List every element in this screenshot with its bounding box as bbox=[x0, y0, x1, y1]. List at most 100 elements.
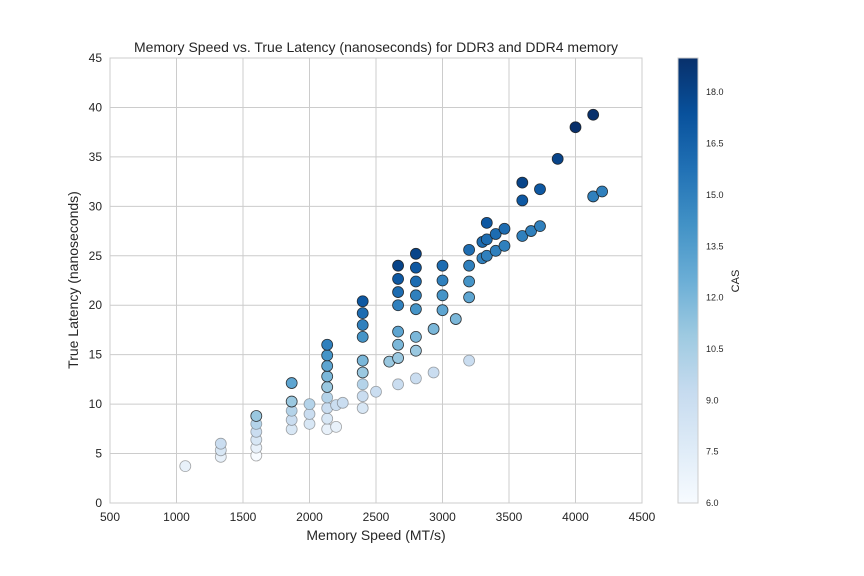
data-point bbox=[321, 381, 334, 393]
y-tick-label: 25 bbox=[89, 249, 103, 263]
data-point bbox=[427, 366, 440, 379]
data-point bbox=[596, 185, 608, 198]
data-point bbox=[321, 338, 334, 351]
data-point bbox=[303, 408, 316, 420]
data-point bbox=[587, 108, 600, 121]
data-point bbox=[303, 398, 316, 411]
data-point bbox=[356, 354, 369, 367]
data-point bbox=[551, 152, 564, 165]
data-point bbox=[392, 299, 404, 312]
x-tick-label: 500 bbox=[100, 510, 120, 524]
data-point bbox=[392, 286, 404, 298]
y-tick-label: 20 bbox=[89, 298, 103, 312]
data-point bbox=[303, 417, 316, 430]
y-tick-label: 40 bbox=[89, 100, 103, 114]
data-point bbox=[330, 420, 343, 433]
y-tick-label: 35 bbox=[89, 150, 103, 164]
data-point bbox=[587, 190, 600, 203]
data-point bbox=[409, 303, 422, 316]
x-tick-label: 1500 bbox=[230, 510, 257, 524]
data-point bbox=[392, 325, 404, 338]
colorbar-tick-label: 6.0 bbox=[706, 498, 719, 508]
data-point bbox=[392, 273, 404, 285]
data-point bbox=[449, 313, 462, 325]
data-point bbox=[463, 291, 476, 304]
colorbar-tick-label: 9.0 bbox=[706, 395, 719, 405]
data-point bbox=[498, 239, 511, 252]
colorbar-tick-label: 10.5 bbox=[706, 344, 724, 354]
x-tick-label: 2500 bbox=[363, 510, 390, 524]
y-axis-ticks: 0 5 10 15 20 25 30 35 40 45 bbox=[89, 51, 103, 510]
colorbar-tick-label: 18.0 bbox=[706, 87, 724, 97]
data-point bbox=[409, 372, 422, 385]
data-point bbox=[214, 437, 227, 450]
data-point bbox=[436, 274, 449, 287]
data-point bbox=[534, 220, 546, 233]
data-point bbox=[392, 259, 404, 272]
grid bbox=[109, 57, 643, 504]
x-tick-label: 3500 bbox=[496, 510, 523, 524]
x-tick-label: 4000 bbox=[562, 510, 589, 524]
data-point bbox=[321, 349, 334, 362]
y-tick-label: 15 bbox=[89, 348, 103, 362]
data-point bbox=[409, 247, 422, 260]
data-point bbox=[436, 289, 449, 302]
data-point bbox=[321, 391, 334, 404]
data-point bbox=[285, 395, 298, 408]
data-point bbox=[356, 319, 369, 331]
data-point bbox=[480, 216, 493, 229]
colorbar-tick-label: 13.5 bbox=[706, 241, 724, 251]
data-point bbox=[409, 289, 422, 302]
data-point bbox=[370, 385, 382, 398]
data-point bbox=[516, 194, 529, 207]
colorbar-tick-label: 12.0 bbox=[706, 293, 724, 303]
data-point bbox=[480, 233, 493, 246]
data-point bbox=[409, 330, 422, 343]
y-tick-label: 0 bbox=[95, 496, 102, 510]
y-tick-label: 5 bbox=[95, 447, 102, 461]
data-point bbox=[534, 183, 546, 196]
data-point bbox=[392, 352, 404, 364]
data-point bbox=[285, 377, 298, 389]
data-point bbox=[463, 243, 476, 256]
data-point bbox=[336, 396, 349, 409]
data-point bbox=[463, 275, 476, 288]
data-point bbox=[463, 354, 476, 367]
data-point bbox=[480, 249, 493, 262]
data-point bbox=[489, 244, 502, 257]
colorbar-label: CAS bbox=[730, 270, 742, 293]
data-point bbox=[392, 378, 404, 391]
data-point bbox=[427, 323, 440, 335]
colorbar-ticks: 6.0 7.5 9.0 10.5 12.0 13.5 15.0 16.5 18.0 bbox=[706, 87, 724, 508]
x-axis-ticks: 500 1000 1500 2000 2500 3000 3500 4000 4500 bbox=[100, 510, 656, 524]
data-point bbox=[356, 295, 369, 308]
data-point bbox=[489, 228, 502, 240]
x-tick-label: 4500 bbox=[629, 510, 656, 524]
data-point bbox=[516, 176, 529, 189]
x-tick-label: 1000 bbox=[163, 510, 190, 524]
data-point bbox=[356, 378, 369, 391]
y-tick-label: 45 bbox=[89, 51, 103, 65]
colorbar-tick-label: 15.0 bbox=[706, 190, 724, 200]
data-point bbox=[356, 366, 369, 379]
data-point bbox=[436, 259, 449, 272]
data-point bbox=[179, 460, 192, 473]
x-tick-label: 3000 bbox=[429, 510, 456, 524]
data-point bbox=[569, 121, 582, 134]
data-point bbox=[356, 330, 369, 343]
data-point bbox=[409, 275, 422, 288]
y-tick-label: 30 bbox=[89, 199, 103, 213]
data-point bbox=[498, 222, 511, 235]
colorbar-tick-label: 7.5 bbox=[706, 447, 719, 457]
data-point bbox=[356, 307, 369, 320]
x-axis-label: Memory Speed (MT/s) bbox=[306, 527, 445, 543]
data-point bbox=[436, 304, 449, 317]
data-points bbox=[179, 108, 608, 473]
data-point bbox=[516, 230, 529, 242]
data-point bbox=[409, 261, 422, 274]
data-point bbox=[321, 360, 334, 372]
colorbar-tick-label: 16.5 bbox=[706, 139, 724, 149]
x-tick-label: 2000 bbox=[296, 510, 323, 524]
data-point bbox=[463, 259, 476, 272]
